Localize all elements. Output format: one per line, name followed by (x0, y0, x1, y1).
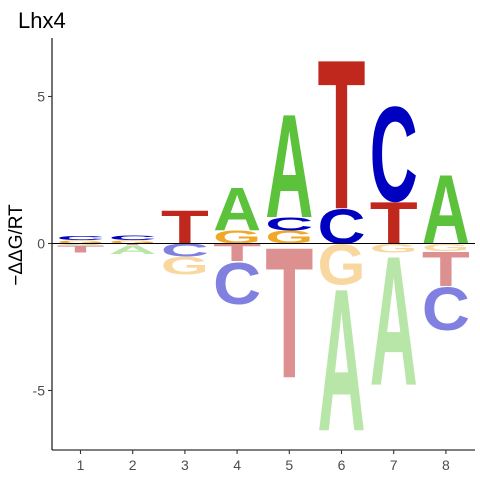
y-tick-label: 5 (37, 89, 45, 105)
logo-letter-T-pos1: T (57, 243, 105, 255)
x-tick-label: 5 (285, 457, 293, 473)
logo-letter-T-pos6: T (318, 16, 366, 255)
x-tick-label: 8 (442, 457, 450, 473)
logo-letter-G-pos3: G (161, 252, 209, 280)
logo-letter-C-pos7: C (370, 78, 418, 230)
logo-letter-A-pos2: A (109, 243, 157, 257)
logo-letter-A-pos4: A (213, 175, 261, 244)
x-tick-label: 6 (338, 457, 346, 473)
chart-title: Lhx4 (18, 8, 66, 33)
logo-letter-C-pos4: C (213, 251, 261, 317)
logo-letter-A-pos6: A (317, 247, 365, 474)
x-tick-label: 1 (77, 457, 85, 473)
logo-letter-C-pos1: C (56, 235, 104, 241)
logo-letter-A-pos7: A (370, 218, 418, 424)
x-tick-label: 3 (181, 457, 189, 473)
y-tick-label: 0 (37, 236, 45, 252)
y-axis-label: −ΔΔG/RT (6, 204, 27, 286)
logo-letter-C-pos8: C (422, 274, 470, 343)
x-tick-label: 4 (233, 457, 241, 473)
x-tick-label: 7 (390, 457, 398, 473)
logo-letter-C-pos2: C (109, 234, 157, 241)
logo-letter-T-pos5: T (265, 209, 313, 418)
x-tick-label: 2 (129, 457, 137, 473)
y-tick-label: -5 (33, 383, 46, 399)
